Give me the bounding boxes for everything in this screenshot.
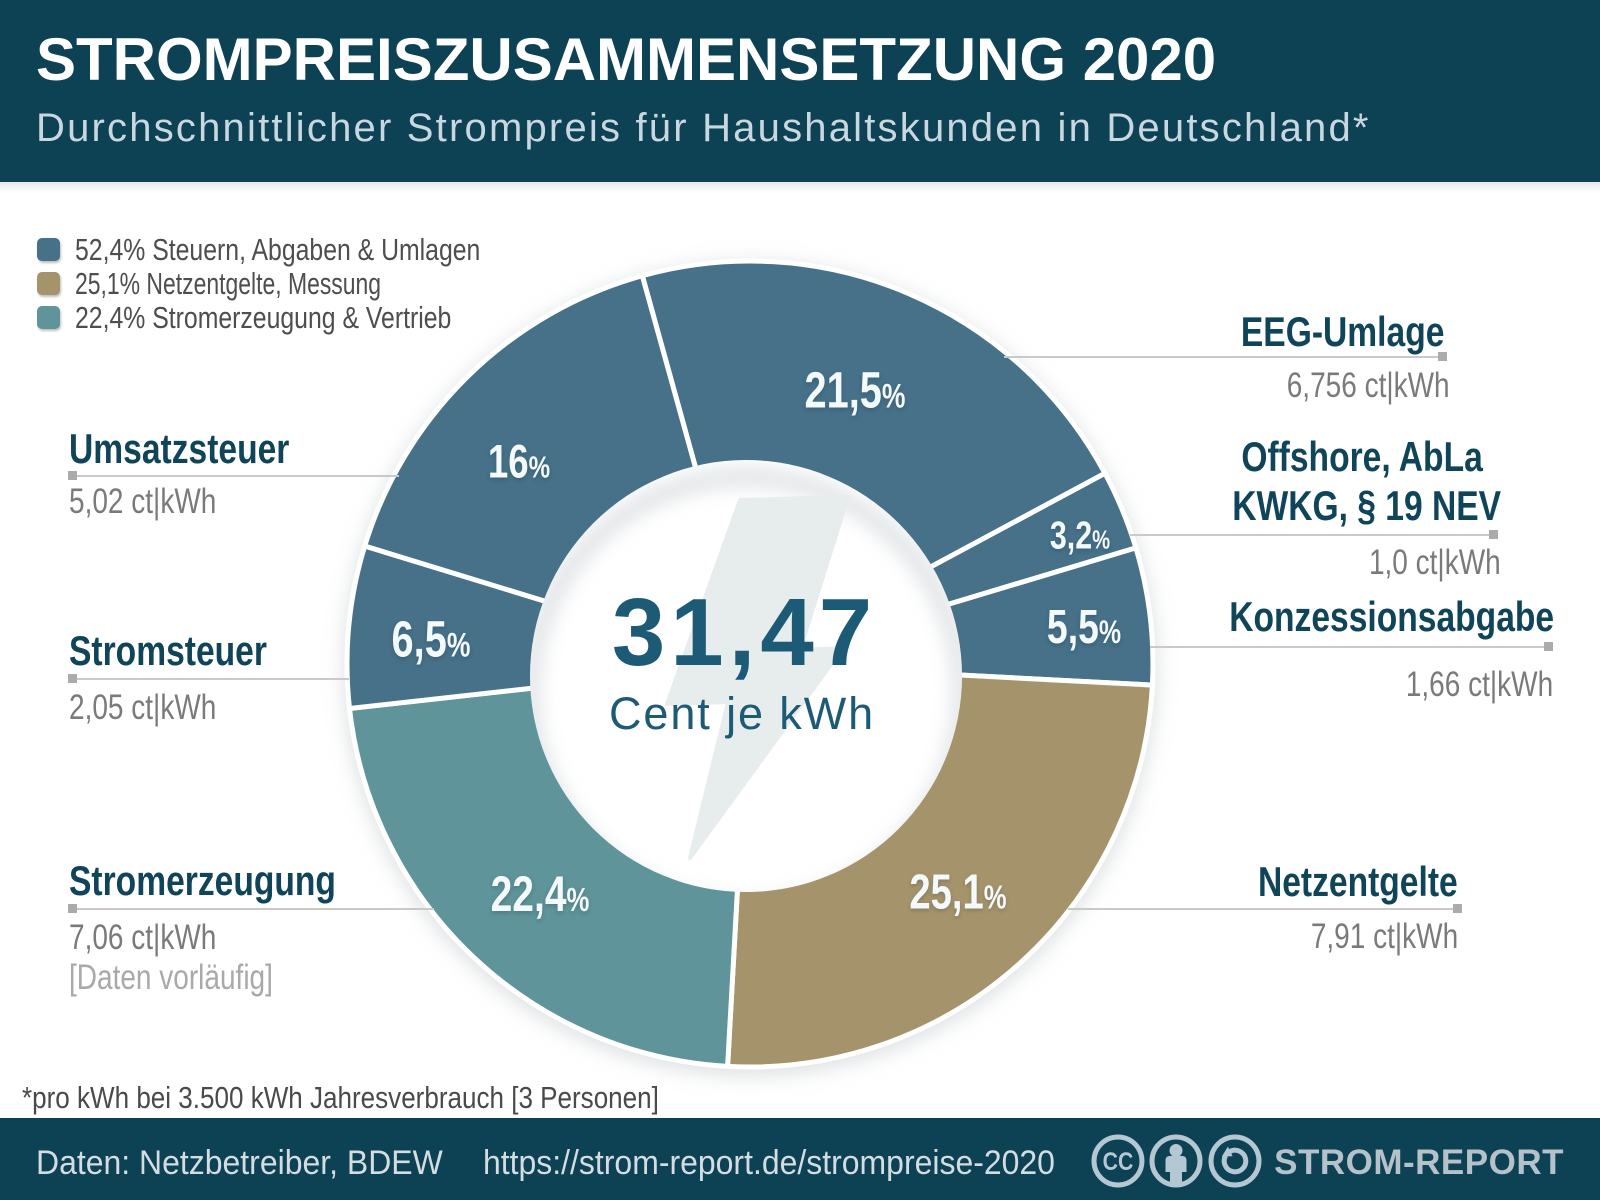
svg-text:CC: CC (1103, 1147, 1134, 1175)
